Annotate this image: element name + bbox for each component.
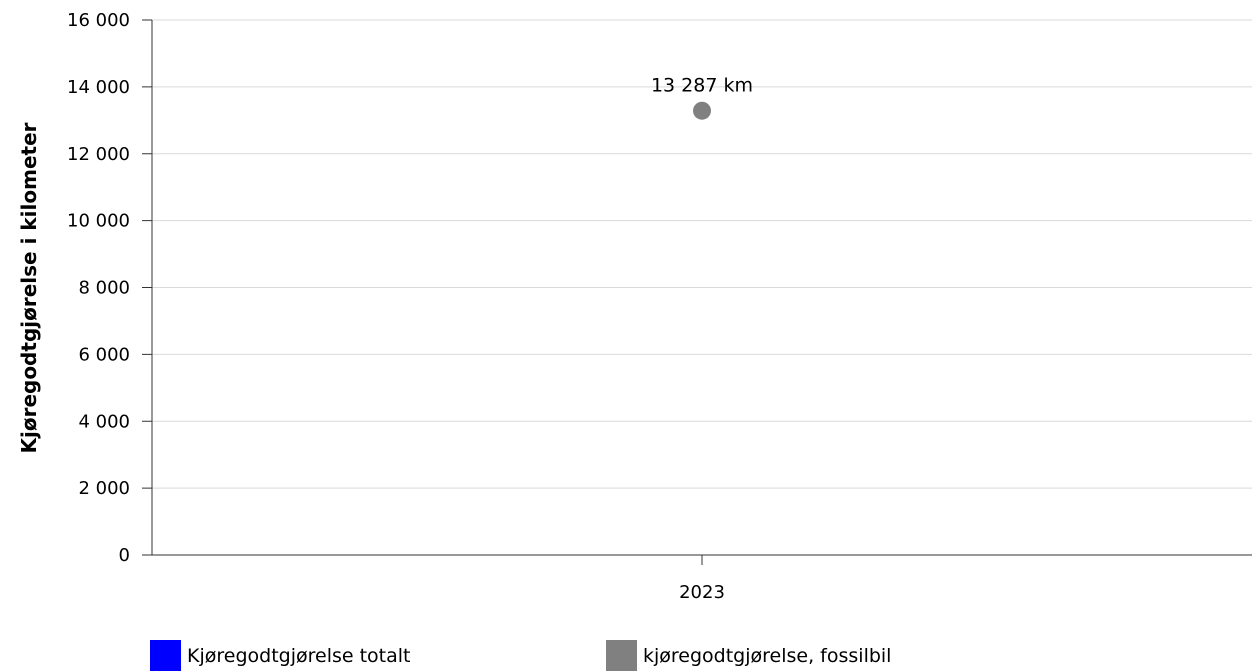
chart: 0 2 000 4 000 6 000 8 000 10 000 12 000 14 000 1…: [17, 10, 1252, 603]
y-tick-label: 16 000: [67, 10, 130, 31]
legend-item-fossilbil[interactable]: kjøregodtgjørelse, fossilbil: [606, 640, 891, 671]
data-point: [693, 101, 711, 120]
y-axis-ticks: 0 2 000 4 000 6 000 8 000 10 000 12 000 14 000 1…: [67, 10, 152, 566]
legend-swatch-totalt: [150, 640, 181, 671]
y-tick-label: 6 000: [78, 344, 130, 365]
legend-label-totalt: Kjøregodtgjørelse totalt: [187, 644, 411, 667]
data-label: 13 287 km: [651, 75, 753, 97]
y-tick-label: 10 000: [67, 211, 130, 232]
y-tick-label: 2 000: [78, 478, 130, 499]
y-axis-title: Kjøregodtgjørelse i kilometer: [17, 122, 41, 453]
gridlines: [152, 19, 1252, 489]
legend-label-fossilbil: kjøregodtgjørelse, fossilbil: [643, 644, 892, 667]
data-marks: 13 287 km: [651, 75, 753, 120]
y-tick-label: 0: [119, 545, 130, 566]
x-axis-ticks: 2023: [679, 555, 725, 603]
x-tick-label: 2023: [679, 582, 725, 603]
y-tick-label: 14 000: [67, 77, 130, 98]
legend-item-totalt[interactable]: Kjøregodtgjørelse totalt: [150, 640, 411, 671]
y-tick-label: 8 000: [78, 278, 130, 299]
y-tick-label: 4 000: [78, 411, 130, 432]
legend: Kjøregodtgjørelse totalt kjøregodtgjørel…: [150, 640, 1150, 672]
legend-swatch-fossilbil: [606, 640, 637, 671]
y-tick-label: 12 000: [67, 144, 130, 165]
